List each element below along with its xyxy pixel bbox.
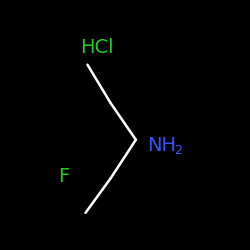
Text: NH: NH (148, 136, 176, 155)
Text: HCl: HCl (80, 38, 114, 57)
Text: 2: 2 (174, 144, 182, 157)
Text: F: F (58, 167, 70, 186)
